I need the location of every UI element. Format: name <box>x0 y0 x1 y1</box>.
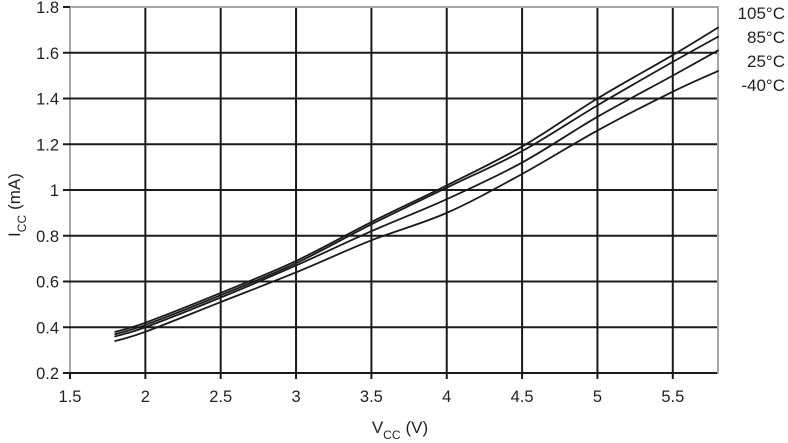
series-line-85c <box>114 35 719 336</box>
series-line-25c <box>114 49 719 338</box>
y-axis-title-symbol: I <box>4 232 24 237</box>
legend-item-105c: 105°C <box>737 4 785 23</box>
x-axis-title: VCC (V) <box>371 418 429 443</box>
y-axis-title: ICC (mA) <box>4 173 30 237</box>
series-line-40c <box>114 70 719 342</box>
legend-item-85c: 85°C <box>747 28 785 47</box>
y-tick-label: 0.4 <box>36 319 59 337</box>
y-tick-label: 1.2 <box>36 136 59 154</box>
y-tick-label: 1 <box>50 182 59 200</box>
x-tick-label: 5 <box>593 388 602 406</box>
x-axis-title-symbol: V <box>371 418 384 437</box>
x-tick-label: 3.5 <box>360 388 383 406</box>
y-tick-label: 1.6 <box>36 45 59 63</box>
x-tick-label: 4.5 <box>511 388 534 406</box>
x-axis-title-subscript: CC <box>383 428 401 443</box>
x-tick-label: 4 <box>442 388 451 406</box>
y-tick-label: 1.4 <box>36 91 59 109</box>
y-tick-label: 0.2 <box>36 365 59 383</box>
x-tick-label: 2.5 <box>209 388 232 406</box>
legend-item-25c: 25°C <box>747 52 785 71</box>
series-line-105c <box>114 26 719 333</box>
x-tick-label: 5.5 <box>661 388 684 406</box>
x-tick-label: 1.5 <box>59 388 82 406</box>
y-tick-label: 0.8 <box>36 228 59 246</box>
y-tick-label: 0.6 <box>36 274 59 292</box>
x-tick-label: 3 <box>291 388 300 406</box>
y-axis-title-subscript: CC <box>15 214 30 233</box>
y-axis-title-unit: (mA) <box>4 173 24 210</box>
y-tick-label: 1.8 <box>36 0 59 17</box>
x-tick-label: 2 <box>141 388 150 406</box>
chart-legend: 105°C 85°C 25°C -40°C <box>738 2 785 98</box>
legend-item-40c: -40°C <box>741 76 785 95</box>
x-axis-title-unit: (V) <box>405 418 429 437</box>
